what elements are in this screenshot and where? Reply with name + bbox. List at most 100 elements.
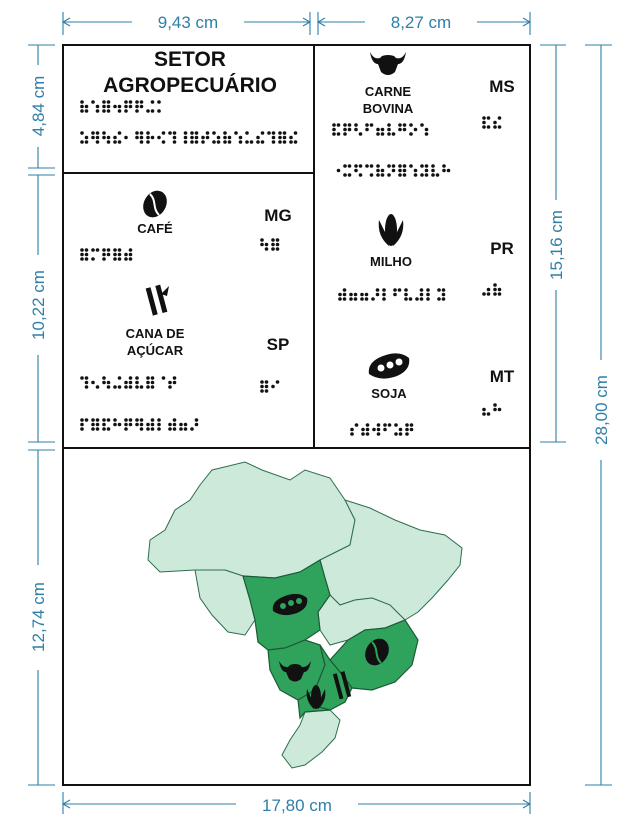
braille-dot xyxy=(387,173,391,177)
braille-dot xyxy=(380,132,385,136)
title-line-2: AGROPECUÁRIO xyxy=(103,74,277,97)
braille-dot xyxy=(146,135,150,140)
braille-dot xyxy=(102,376,106,380)
dim-top-right: 8,27 cm xyxy=(391,13,451,32)
braille-dot xyxy=(369,164,374,168)
braille-dot xyxy=(347,173,352,177)
braille-dot xyxy=(183,422,188,427)
braille-dot xyxy=(350,432,354,436)
braille-dot xyxy=(441,292,446,297)
product-carne: CARNE BOVINA MS xyxy=(363,52,515,116)
braille-dot xyxy=(179,422,183,427)
braille-dot xyxy=(95,418,100,422)
braille-dot xyxy=(271,135,276,140)
braille-dot xyxy=(223,140,227,144)
braille-dot xyxy=(95,422,100,427)
braille-dot xyxy=(398,173,402,177)
braille-dot xyxy=(102,100,106,104)
dim-right-upper: 15,16 cm xyxy=(547,210,566,280)
braille-dot xyxy=(413,168,418,173)
braille-dot xyxy=(343,132,347,136)
braille-dot xyxy=(106,100,111,104)
braille-dot xyxy=(382,297,386,301)
braille-dot xyxy=(84,418,89,422)
braille-dot xyxy=(172,376,177,380)
braille-dot xyxy=(135,380,139,385)
braille-dot xyxy=(139,422,144,427)
braille-dot xyxy=(80,418,84,422)
braille-dot xyxy=(124,427,128,431)
braille-dot xyxy=(172,427,177,431)
state-abbr: PR xyxy=(490,239,514,258)
braille-dot xyxy=(146,109,150,113)
braille-dot xyxy=(332,127,336,132)
braille-dot xyxy=(91,380,95,385)
braille-dot xyxy=(404,288,408,292)
braille-dot xyxy=(293,131,298,135)
braille-dot xyxy=(486,412,491,416)
braille-dot xyxy=(157,422,161,427)
braille-dot xyxy=(482,407,486,412)
braille-dot xyxy=(409,123,413,127)
braille-dot xyxy=(380,127,385,132)
braille-dot xyxy=(91,131,95,135)
braille-dot xyxy=(102,380,106,385)
braille-dot xyxy=(424,168,429,173)
braille-dot xyxy=(91,135,95,140)
braille-dot xyxy=(183,140,188,144)
dimension-lines: 9,43 cm 8,27 cm 4,84 cm 10,22 cm 12,74 c… xyxy=(25,10,614,818)
braille-dot xyxy=(139,100,144,104)
braille-dot xyxy=(342,297,347,301)
soybean-icon xyxy=(368,353,410,379)
braille-dot xyxy=(150,376,155,380)
braille-dot xyxy=(135,135,139,140)
braille-dot xyxy=(493,403,497,407)
braille-dot xyxy=(380,168,385,173)
braille-dot xyxy=(95,104,100,109)
braille-dot xyxy=(365,432,370,436)
braille-dot xyxy=(128,422,133,427)
braille-dot xyxy=(354,168,358,173)
braille-dot xyxy=(413,173,418,177)
braille-dot xyxy=(124,418,128,422)
braille-dot xyxy=(482,125,486,129)
braille-dot xyxy=(382,288,386,292)
braille-dot xyxy=(161,140,166,144)
braille-dot xyxy=(157,135,161,140)
braille-dot xyxy=(358,164,363,168)
braille-dot xyxy=(497,407,502,412)
braille-dot xyxy=(128,104,133,109)
braille-dot xyxy=(398,123,402,127)
braille-dot xyxy=(128,418,133,422)
braille-dot xyxy=(146,385,150,389)
braille-dot xyxy=(394,432,398,436)
braille-dot xyxy=(146,380,150,385)
braille-dot xyxy=(102,104,106,109)
braille-dot xyxy=(264,247,269,251)
braille-dot xyxy=(354,164,358,168)
braille-dot xyxy=(117,252,122,257)
braille-dot xyxy=(128,248,133,252)
braille-dot xyxy=(382,292,386,297)
braille-dot xyxy=(113,248,117,252)
braille-dot xyxy=(113,140,117,144)
braille-dot xyxy=(293,140,298,144)
state-abbr: MS xyxy=(489,77,515,96)
braille-dot xyxy=(371,297,375,301)
braille-dot xyxy=(426,288,430,292)
braille-dot xyxy=(493,407,497,412)
braille-dot xyxy=(84,257,89,261)
braille-dot xyxy=(84,135,89,140)
braille-dot xyxy=(376,132,380,136)
product-name-line-2: AÇÚCAR xyxy=(127,343,184,358)
braille-dot xyxy=(376,423,381,427)
braille-dot xyxy=(398,164,402,168)
map-rondonia-region xyxy=(194,569,256,636)
braille-dot xyxy=(256,135,260,140)
braille-dot xyxy=(278,140,282,144)
braille-dot xyxy=(413,127,418,132)
braille-dot xyxy=(282,131,287,135)
braille-dot xyxy=(442,168,446,173)
braille-dot xyxy=(419,288,424,292)
braille-dot xyxy=(91,427,95,431)
